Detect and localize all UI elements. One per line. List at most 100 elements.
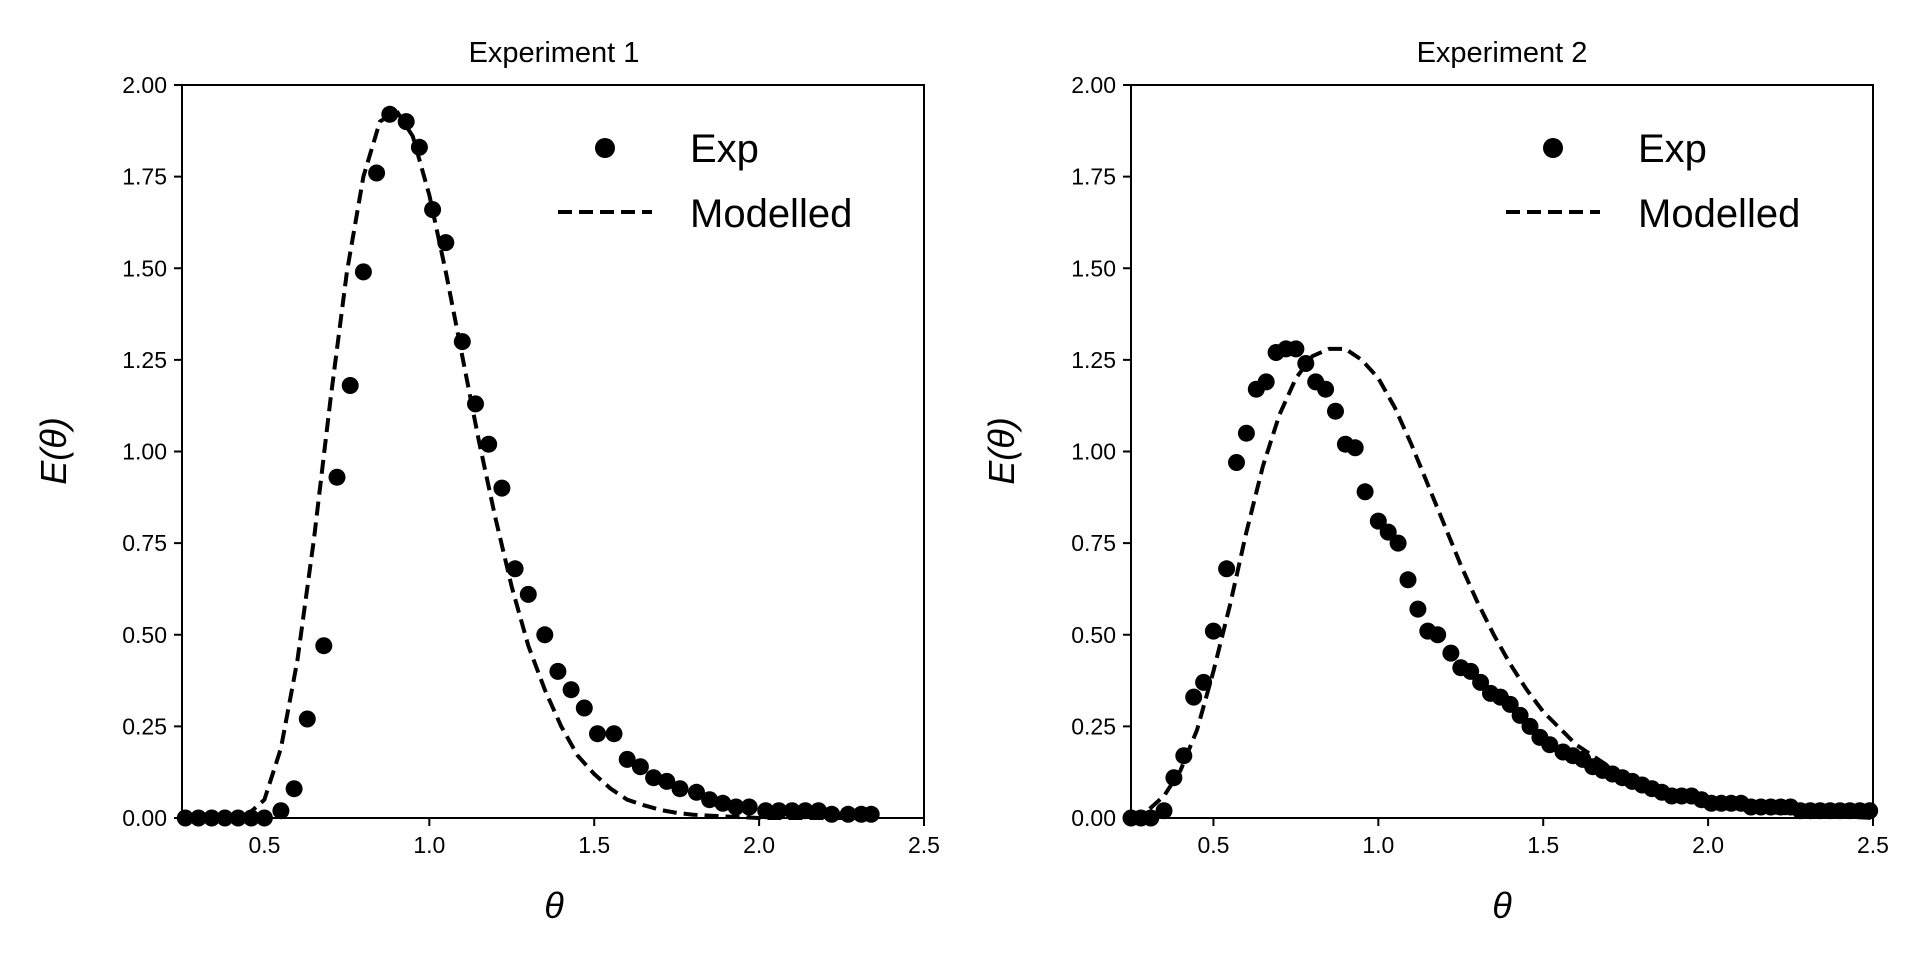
y-ticks: 0.00 0.25 0.50 0.75 1.00 1.25 1.50 1.75 2.00 [122,72,182,831]
exp-data-point [328,468,346,486]
exp-data-point [757,802,775,820]
y-tick-label: 1.00 [1071,439,1116,465]
legend-modelled-label: Modelled [690,192,852,236]
exp-data-point [1409,600,1427,618]
exp-data-point [605,725,623,743]
exp-data-point [354,263,372,281]
x-tick-label: 1.0 [413,832,445,858]
legend-exp-marker [595,138,615,158]
exp-data-point [285,780,303,798]
exp-data-point [796,802,814,820]
y-tick-label: 0.00 [1071,805,1116,831]
exp-data-point [1287,340,1305,358]
exp-data-point [658,772,676,790]
y-tick-label: 0.25 [1071,713,1116,739]
x-tick-label: 2.0 [1692,832,1724,858]
panel-experiment-1: Experiment 1 0.00 0.25 0.50 0.75 1.00 1.25 1.5… [33,37,940,926]
exp-data-point [519,585,537,603]
exp-data-point [727,798,745,816]
y-axis-label: E(θ) [981,417,1022,485]
x-tick-label: 1.5 [578,832,610,858]
panel-title: Experiment 1 [469,37,640,69]
y-tick-label: 1.75 [122,164,167,190]
exp-data-point [631,758,649,776]
exp-data-point [1379,523,1397,541]
exp-data-point [862,805,880,823]
x-tick-label: 0.5 [248,832,280,858]
exp-data-point [645,769,663,787]
exp-data-point [467,395,484,413]
x-tick-label: 2.5 [1857,832,1889,858]
y-ticks: 0.00 0.25 0.50 0.75 1.00 1.25 1.50 1.75 2.00 [1071,72,1131,831]
exp-data-point [1237,424,1255,442]
modelled-series-line [182,108,875,820]
exp-data-point [618,750,636,768]
exp-data-point [536,626,554,644]
exp-data-point [714,794,732,812]
exp-data-point [770,802,788,820]
exp-data-point [506,560,524,578]
exp-data-point [272,802,290,820]
exp-data-point [1327,402,1344,420]
x-tick-label: 0.5 [1197,832,1229,858]
y-tick-label: 1.75 [1071,164,1116,190]
exp-data-point [1346,439,1364,457]
exp-data-point [810,802,827,820]
legend-exp-label: Exp [690,127,759,171]
x-tick-label: 2.5 [908,832,940,858]
exp-data-point [298,710,316,728]
x-axis-label: θ [1492,885,1512,926]
y-tick-label: 1.25 [1071,347,1116,373]
exp-data-point [1501,695,1519,713]
y-tick-label: 0.00 [122,805,167,831]
plot-frame [181,84,925,819]
exp-data-point [424,201,442,219]
exp-data-point [1185,688,1203,706]
exp-data-point [575,699,593,717]
exp-data-point [1297,355,1315,372]
exp-data-point [1228,454,1245,471]
x-tick-label: 1.0 [1362,832,1394,858]
legend-modelled-label: Modelled [1638,192,1800,236]
x-tick-label: 2.0 [743,832,775,858]
exp-data-point [1472,673,1490,691]
legend-exp-label: Exp [1638,127,1707,171]
exp-data-point [589,725,606,743]
x-ticks: 0.5 1.0 1.5 2.0 2.5 [1197,818,1889,858]
exp-data-point [1521,717,1539,735]
exp-data-point [1369,512,1387,530]
y-tick-label: 1.25 [122,347,167,373]
exp-data-point [1399,571,1417,589]
exp-data-point [1442,644,1460,662]
exp-data-point [1175,747,1193,765]
exp-data-point [740,798,758,816]
exp-data-point [1204,622,1222,640]
exp-data-point [549,662,567,680]
exp-data-point [1165,769,1183,787]
y-tick-label: 0.50 [1071,622,1116,648]
modelled-layer [182,108,875,820]
x-axis-label: θ [544,885,564,926]
exp-data-point [1218,560,1236,578]
y-tick-label: 1.50 [1071,255,1116,281]
exp-data-point [1429,626,1447,644]
legend-exp-marker [1543,138,1563,158]
exp-data-point [341,377,359,394]
exp-data-point [783,802,801,820]
exp-data-point [410,138,428,156]
y-tick-label: 0.75 [122,530,167,556]
exp-data-point [1541,736,1559,754]
y-tick-label: 1.00 [122,439,167,465]
exp-data-point [1861,802,1879,820]
exp-data-point [381,105,399,123]
exp-layer [1122,340,1879,827]
exp-data-point [1389,534,1407,552]
exp-data-point [480,435,498,453]
y-tick-label: 2.00 [1071,72,1116,98]
exp-data-point [1257,373,1275,391]
legend: Exp Modelled [558,127,852,236]
exp-data-point [453,333,471,351]
exp-data-point [315,637,333,655]
